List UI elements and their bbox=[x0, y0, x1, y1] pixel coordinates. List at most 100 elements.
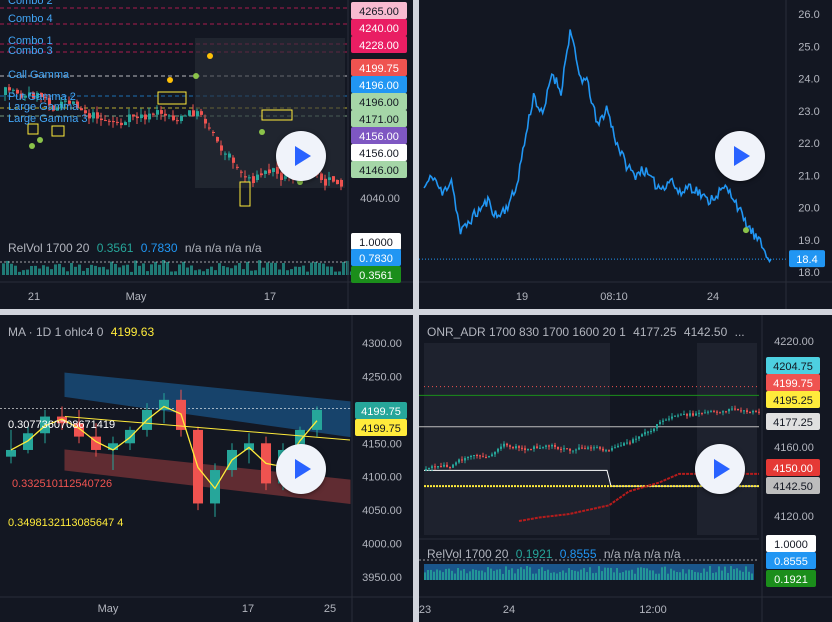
relvol-label-bg bbox=[766, 535, 816, 552]
chart-panel-top-left[interactable]: Combo 2 Combo 4 Combo 1 Combo 3 Call Gamma Pu… bbox=[0, 0, 413, 309]
x-tick: 12:00 bbox=[639, 604, 667, 616]
candle-body bbox=[16, 89, 19, 94]
volume-bar bbox=[745, 566, 747, 580]
volume-bar bbox=[712, 572, 714, 580]
y-tick: 4120.00 bbox=[774, 511, 814, 523]
candle-body bbox=[208, 127, 211, 129]
candle-body bbox=[108, 120, 111, 122]
play-button[interactable] bbox=[276, 131, 326, 181]
candle-body bbox=[256, 174, 259, 180]
volume-bar bbox=[158, 264, 161, 275]
candle-body bbox=[635, 438, 637, 440]
candle-body bbox=[662, 420, 664, 422]
onr-legend: ONR_ADR 1700 830 1700 1600 20 1 4177.25 … bbox=[427, 325, 749, 339]
relvol-label-bg bbox=[351, 266, 401, 283]
volume-bar bbox=[206, 268, 209, 275]
candle-body bbox=[467, 456, 469, 459]
chart-panel-top-right[interactable]: 26.0 25.0 24.0 23.0 22.0 21.0 20.0 19.0 18.0 18.4… bbox=[419, 0, 832, 309]
candle-chart[interactable]: 0.3077360708671419 0.332510112540726 0.349… bbox=[0, 315, 413, 622]
candle-body bbox=[659, 421, 661, 425]
volume-bar bbox=[170, 271, 173, 275]
candle-body bbox=[743, 410, 745, 412]
candle-body bbox=[168, 115, 171, 117]
volume-bar bbox=[748, 571, 750, 580]
candle-body bbox=[176, 120, 179, 122]
volume-bar bbox=[427, 569, 429, 580]
play-button[interactable] bbox=[715, 131, 765, 181]
candle-body bbox=[500, 446, 502, 449]
volume-bar bbox=[274, 262, 277, 275]
candle-body bbox=[485, 456, 487, 458]
combo-label: Combo 4 bbox=[8, 13, 53, 25]
chart-panel-bottom-left[interactable]: 0.3077360708671419 0.332510112540726 0.349… bbox=[0, 315, 413, 622]
candle-body bbox=[332, 176, 335, 182]
candle-body bbox=[758, 411, 760, 413]
onr-legend-more: ... bbox=[734, 325, 745, 339]
volume-bar bbox=[70, 262, 73, 275]
volume-bar bbox=[529, 567, 531, 580]
candle-body bbox=[108, 443, 118, 450]
candle-body bbox=[80, 108, 83, 111]
relvol-label: 1.0000 bbox=[774, 539, 808, 551]
candle-body bbox=[587, 447, 589, 449]
candle-body bbox=[716, 411, 718, 413]
price-label: 4156.00 bbox=[359, 131, 399, 143]
candle-body bbox=[728, 409, 730, 412]
price-label: 4177.25 bbox=[773, 417, 813, 429]
marker-box bbox=[157, 91, 187, 105]
candle-body bbox=[614, 447, 616, 449]
candle-body bbox=[244, 443, 254, 450]
play-button[interactable] bbox=[695, 444, 745, 494]
signal-dot bbox=[207, 53, 213, 59]
volume-bar bbox=[517, 568, 519, 580]
chart-panel-bottom-right[interactable]: 4220.004160.004140.004120.004204.754199.… bbox=[419, 315, 832, 622]
candle-body bbox=[680, 414, 682, 416]
candle-body bbox=[443, 464, 445, 467]
relvol-value-1: 0.1921 bbox=[515, 547, 553, 561]
volume-bar bbox=[619, 572, 621, 580]
price-label: 4171.00 bbox=[359, 114, 399, 126]
volume-bar bbox=[514, 573, 516, 580]
price-label-bg bbox=[351, 76, 407, 93]
volume-bar bbox=[178, 264, 181, 275]
volume-bar bbox=[706, 571, 708, 580]
candle-body bbox=[431, 466, 433, 468]
line-chart[interactable]: 26.0 25.0 24.0 23.0 22.0 21.0 20.0 19.0 18.018.4… bbox=[419, 0, 832, 309]
volume-bar bbox=[481, 570, 483, 580]
volume-bar bbox=[90, 264, 93, 275]
price-label-bg bbox=[351, 19, 407, 36]
volume-bar bbox=[601, 571, 603, 580]
volume-bar bbox=[306, 271, 309, 275]
y-tick: 4050.00 bbox=[362, 505, 402, 517]
volume-bar bbox=[326, 266, 329, 275]
candle-body bbox=[584, 448, 586, 450]
candle-body bbox=[268, 169, 271, 174]
volume-bar bbox=[2, 263, 5, 275]
candle-body bbox=[512, 446, 514, 449]
volume-bar bbox=[50, 269, 53, 275]
volume-bar bbox=[622, 572, 624, 580]
candle-body bbox=[695, 413, 697, 416]
volume-bar bbox=[673, 570, 675, 580]
candle-body bbox=[755, 411, 757, 413]
play-button[interactable] bbox=[276, 444, 326, 494]
volume-bar bbox=[526, 566, 528, 580]
x-tick: 08:10 bbox=[600, 291, 628, 303]
candle-body bbox=[668, 418, 670, 420]
candle-body bbox=[224, 153, 227, 155]
price-label: 4199.75 bbox=[361, 423, 401, 435]
session-zone bbox=[697, 343, 757, 535]
volume-bar bbox=[598, 566, 600, 580]
volume-bar bbox=[733, 569, 735, 580]
onr-adr-chart[interactable]: 4220.004160.004140.004120.004204.754199.… bbox=[419, 315, 832, 622]
volume-bar bbox=[230, 268, 233, 275]
candle-body bbox=[68, 100, 71, 104]
volume-bar bbox=[646, 568, 648, 580]
candle-body bbox=[665, 419, 667, 421]
candle-body bbox=[557, 446, 559, 449]
volume-bar bbox=[751, 573, 753, 580]
candle-body bbox=[188, 110, 191, 116]
volume-bar bbox=[448, 568, 450, 580]
candle-body bbox=[92, 112, 95, 119]
